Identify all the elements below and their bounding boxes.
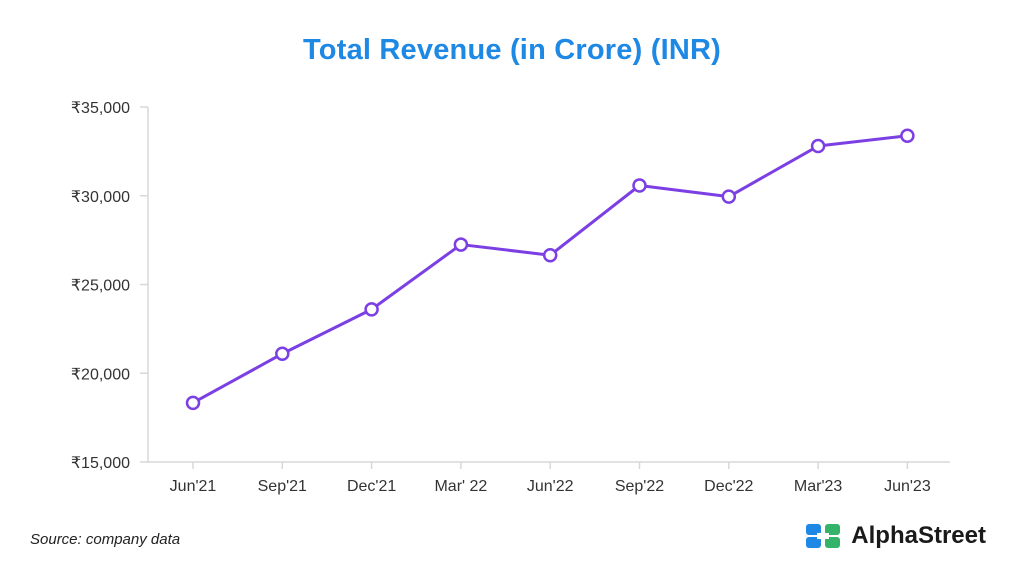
y-tick-label: ₹25,000 bbox=[71, 278, 130, 295]
data-point[interactable] bbox=[185, 395, 201, 411]
y-tick-labels: ₹15,000 ₹20,000 ₹25,000 ₹30,000 ₹35,000 bbox=[71, 100, 130, 472]
data-point[interactable] bbox=[275, 346, 290, 361]
x-tick-label: Dec'22 bbox=[704, 478, 753, 495]
x-tick-label: Jun'23 bbox=[884, 478, 931, 495]
data-point[interactable] bbox=[542, 247, 558, 263]
x-tick-label: Jun'21 bbox=[170, 478, 217, 495]
y-tick-label: ₹35,000 bbox=[71, 100, 130, 117]
data-point[interactable] bbox=[721, 189, 737, 204]
x-tick-label: Sep'22 bbox=[615, 478, 664, 495]
x-tick-label: Dec'21 bbox=[347, 478, 396, 495]
source-note: Source: company data bbox=[30, 531, 181, 548]
x-tick-label: Mar' 22 bbox=[434, 478, 487, 495]
data-point[interactable] bbox=[810, 138, 826, 154]
brand-name: AlphaStreet bbox=[851, 522, 986, 549]
data-point[interactable] bbox=[364, 302, 379, 317]
revenue-line bbox=[192, 134, 908, 405]
x-tick-label: Sep'21 bbox=[258, 478, 307, 495]
x-tick-label: Jun'22 bbox=[527, 478, 574, 495]
alphastreet-logo-icon bbox=[806, 524, 841, 548]
y-tick-label: ₹20,000 bbox=[71, 366, 130, 383]
brand-logo[interactable]: AlphaStreet bbox=[805, 522, 986, 550]
y-tick-label: ₹15,000 bbox=[71, 455, 130, 472]
series-revenue bbox=[185, 128, 915, 411]
data-point[interactable] bbox=[632, 178, 647, 193]
y-tick-label: ₹30,000 bbox=[71, 189, 130, 206]
x-tick-labels: Jun'21 Sep'21 Dec'21 Mar' 22 Jun'22 Sep'22 Dec… bbox=[170, 478, 931, 495]
data-point[interactable] bbox=[900, 128, 915, 144]
chart-title: Total Revenue (in Crore) (INR) bbox=[303, 34, 721, 66]
axes bbox=[140, 106, 950, 469]
x-tick-label: Mar'23 bbox=[794, 478, 843, 495]
data-point[interactable] bbox=[453, 237, 469, 252]
